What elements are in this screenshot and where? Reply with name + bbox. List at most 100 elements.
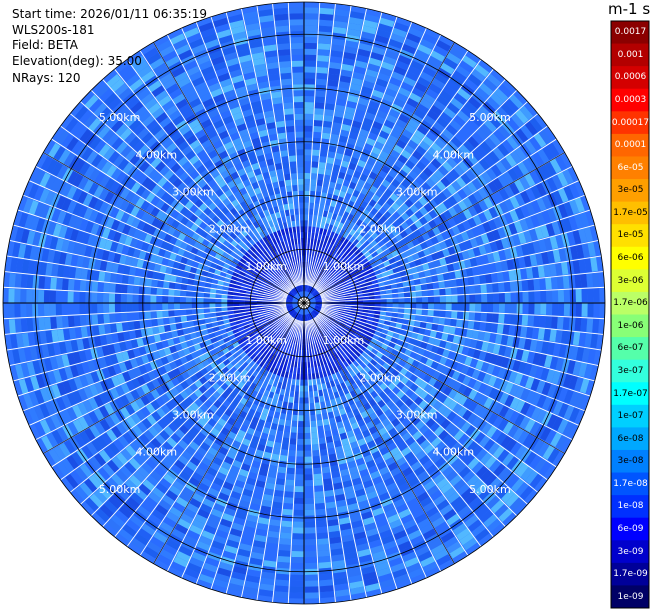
range-gate-cell — [333, 338, 340, 345]
range-gate-cell — [498, 292, 506, 303]
range-gate-cell — [380, 307, 387, 312]
range-gate-cell — [445, 123, 458, 136]
range-gate-cell — [126, 496, 141, 510]
range-gate-cell — [467, 248, 476, 259]
range-gate-cell — [91, 303, 98, 315]
range-gate-cell — [120, 284, 128, 294]
range-gate-cell — [428, 198, 438, 209]
range-gate-cell — [329, 273, 335, 280]
range-gate-cell — [525, 266, 534, 279]
range-gate-cell — [206, 356, 215, 365]
range-gate-cell — [324, 330, 331, 337]
range-gate-cell — [503, 281, 511, 292]
range-gate-cell — [141, 523, 156, 537]
range-gate-cell — [314, 295, 321, 299]
range-gate-cell — [295, 313, 299, 319]
range-gate-cell — [214, 437, 225, 447]
range-gate-cell — [483, 331, 491, 342]
range-gate-cell — [349, 508, 361, 517]
range-gate-cell — [356, 251, 364, 259]
range-gate-cell — [433, 288, 440, 296]
range-gate-cell — [418, 171, 429, 182]
range-gate-cell — [222, 513, 235, 523]
range-gate-cell — [419, 38, 435, 50]
range-gate-cell — [111, 426, 123, 439]
range-gate-cell — [275, 579, 290, 587]
range-gate-cell — [450, 457, 463, 470]
range-gate-cell — [355, 357, 363, 365]
range-gate-cell — [345, 100, 357, 109]
range-gate-cell — [198, 319, 206, 326]
range-gate-cell — [313, 263, 317, 270]
range-gate-cell — [523, 362, 533, 376]
range-gate-cell — [351, 382, 359, 390]
range-gate-cell — [319, 585, 335, 593]
range-gate-cell — [278, 418, 286, 426]
range-gate-cell — [487, 375, 498, 387]
range-gate-cell — [416, 124, 429, 136]
range-gate-cell — [153, 531, 169, 544]
range-gate-cell — [497, 226, 507, 239]
range-gate-cell — [421, 181, 431, 192]
range-gate-cell — [412, 445, 424, 456]
range-gate-cell — [441, 128, 454, 140]
range-gate-cell — [438, 393, 448, 404]
range-gate-cell — [371, 279, 379, 285]
range-gate-cell — [458, 144, 471, 157]
range-gate-cell — [367, 377, 376, 386]
range-gate-cell — [421, 290, 428, 297]
range-gate-cell — [304, 167, 311, 174]
range-gate-cell — [436, 346, 445, 356]
range-gate-cell — [390, 164, 401, 174]
range-gate-cell — [333, 269, 340, 276]
range-gate-cell — [336, 177, 344, 185]
range-gate-cell — [492, 343, 501, 355]
range-gate-cell — [519, 105, 534, 120]
range-gate-cell — [267, 329, 274, 335]
range-gate-cell — [159, 478, 172, 490]
range-gate-cell — [403, 291, 411, 298]
range-gate-cell — [378, 104, 390, 114]
range-gate-cell — [321, 267, 327, 274]
range-gate-cell — [299, 391, 304, 398]
range-gate-cell — [353, 427, 362, 436]
range-gate-cell — [304, 125, 313, 132]
range-gate-cell — [444, 255, 453, 265]
range-gate-cell — [483, 384, 494, 397]
range-gate-cell — [385, 240, 394, 248]
range-gate-cell — [320, 339, 326, 347]
range-gate-cell — [102, 303, 110, 314]
range-gate-cell — [371, 46, 386, 56]
range-gate-cell — [44, 401, 56, 417]
range-gate-cell — [426, 315, 434, 323]
range-gate-cell — [445, 79, 460, 92]
range-gate-cell — [242, 419, 252, 428]
range-gate-cell — [308, 208, 314, 215]
range-gate-cell — [452, 69, 467, 83]
range-gate-cell — [342, 480, 353, 488]
range-gate-cell — [379, 290, 387, 295]
range-gate-cell — [292, 527, 304, 534]
range-gate-cell — [485, 167, 497, 180]
range-gate-cell — [462, 122, 475, 136]
range-gate-cell — [443, 508, 457, 521]
range-gate-cell — [224, 436, 235, 446]
range-gate-cell — [220, 382, 229, 391]
range-gate-cell — [478, 105, 492, 119]
range-gate-cell — [305, 586, 320, 593]
range-gate-cell — [335, 284, 342, 289]
range-gate-cell — [388, 487, 401, 498]
range-gate-cell — [294, 491, 304, 499]
range-gate-cell — [446, 333, 455, 343]
range-gate-cell — [130, 413, 142, 425]
range-gate-cell — [313, 291, 319, 297]
range-gate-cell — [146, 474, 159, 487]
range-gate-cell — [245, 379, 253, 388]
range-gate-cell — [500, 334, 509, 346]
range-gate-cell — [153, 368, 162, 379]
range-gate-cell — [444, 279, 451, 288]
range-gate-cell — [139, 433, 151, 446]
range-gate-cell — [34, 389, 45, 405]
range-gate-cell — [492, 282, 499, 293]
range-gate-cell — [137, 466, 150, 479]
